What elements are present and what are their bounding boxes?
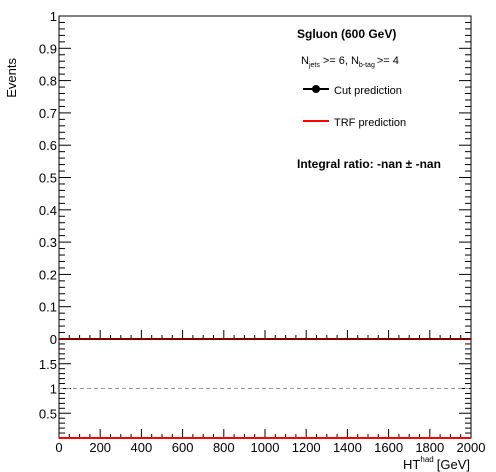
x-tick-label: 1400 [333, 440, 362, 455]
njets-sub: jets [308, 62, 320, 69]
njets-cut: >= 6, [323, 55, 348, 67]
main-y-tick-label: 0.7 [39, 106, 57, 121]
ratio-x-ticks: 0 200 400 600 800 1000 1200 1400 1600 1800 2000 [55, 429, 485, 455]
ratio-y-tick-label: 1.5 [39, 357, 57, 372]
x-label-main: HT [403, 457, 420, 472]
x-axis-label: HThad [GeV] [403, 455, 470, 472]
main-y-tick-label: 0.9 [39, 41, 57, 56]
main-y-ticks: 0 0.1 0.2 0.3 0.4 0.5 0.6 0.7 0.8 0.9 1 [39, 9, 471, 347]
x-tick-label: 0 [55, 440, 62, 455]
x-tick-label: 1600 [374, 440, 403, 455]
main-y-tick-label: 0.6 [39, 138, 57, 153]
main-y-tick-label: 0.1 [39, 300, 57, 315]
legend: Cut prediction TRF prediction [303, 85, 406, 129]
nb-sub: b-tag [359, 62, 375, 69]
x-tick-label: 400 [131, 440, 153, 455]
main-plot-frame [58, 15, 472, 340]
y-axis-label: Events [4, 58, 19, 98]
ratio-y-tick-label: 1 [50, 382, 57, 397]
x-tick-label: 600 [172, 440, 194, 455]
main-y-tick-label: 1 [50, 9, 57, 24]
main-y-tick-label: 0.3 [39, 235, 57, 250]
main-panel: 0 0.1 0.2 0.3 0.4 0.5 0.6 0.7 0.8 0.9 1 Events Sgl… [4, 9, 472, 347]
chart-title: Sgluon (600 GeV) [297, 27, 396, 41]
integral-ratio-annotation: Integral ratio: -nan ± -nan [297, 157, 441, 171]
njets-main: N [301, 55, 309, 67]
legend-marker-cut [312, 85, 320, 93]
main-y-tick-label: 0.5 [39, 171, 57, 186]
x-tick-label: 1200 [292, 440, 321, 455]
main-y-tick-label: 0.2 [39, 267, 57, 282]
legend-label-cut: Cut prediction [334, 85, 402, 97]
x-label-sup: had [420, 455, 433, 464]
x-label-unit: [GeV] [437, 457, 470, 472]
ratio-panel: 0.5 1 1.5 0 200 400 600 800 1000 1200 1400 1600 180… [39, 338, 485, 472]
main-y-tick-label: 0.4 [39, 203, 57, 218]
nb-main: N [351, 55, 359, 67]
ratio-y-ticks: 0.5 1 1.5 [39, 343, 471, 434]
main-x-ticks [58, 330, 472, 339]
x-tick-label: 1000 [251, 440, 280, 455]
main-y-tick-label: 0 [50, 332, 57, 347]
nb-cut: >= 4 [377, 55, 399, 67]
ratio-y-tick-label: 0.5 [39, 406, 57, 421]
main-y-tick-label: 0.8 [39, 74, 57, 89]
selection-label: Njets >= 6, Nb-tag >= 4 [301, 55, 399, 69]
x-tick-label: 200 [89, 440, 111, 455]
x-tick-label: 800 [213, 440, 235, 455]
x-tick-label: 2000 [457, 440, 486, 455]
legend-label-trf: TRF prediction [334, 117, 406, 129]
x-tick-label: 1800 [415, 440, 444, 455]
ratio-series [59, 388, 471, 439]
